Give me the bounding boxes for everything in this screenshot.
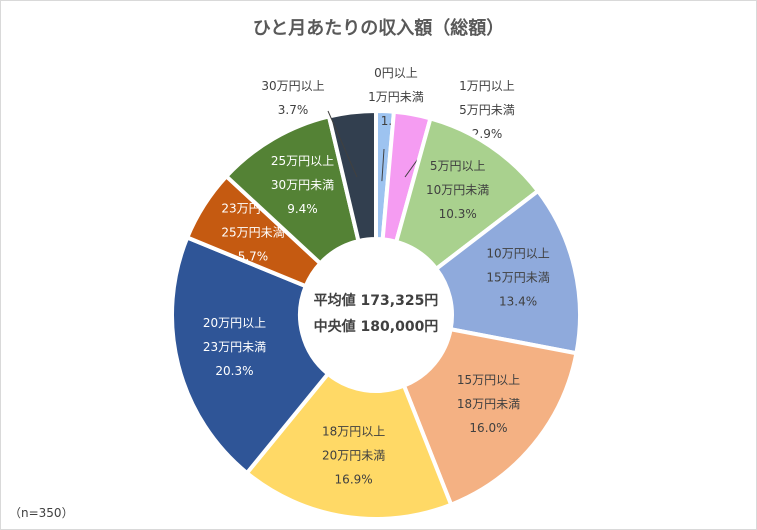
slice-3	[433, 188, 582, 356]
leader-line-0	[381, 148, 385, 182]
slice-label-9: 30万円以上 3.7%	[261, 79, 324, 117]
slice-9	[326, 108, 378, 244]
slice-label-6: 20万円以上 23万円未満 20.3%	[203, 316, 266, 378]
slice-6	[170, 234, 331, 476]
leader-line-9	[327, 110, 358, 178]
slice-4	[401, 326, 579, 508]
slice-label-1: 1万円以上 5万円未満 2.9%	[459, 79, 515, 141]
center-stats: 平均値 173,325円中央値 180,000円	[314, 292, 439, 335]
slice-5	[244, 371, 454, 521]
slice-label-3: 10万円以上 15万円未満 13.4%	[486, 246, 549, 308]
slice-label-5: 18万円以上 20万円未満 16.9%	[322, 424, 385, 486]
slice-label-2: 5万円以上 10万円未満 10.3%	[426, 159, 489, 221]
slice-label-4: 15万円以上 18万円未満 16.0%	[457, 373, 520, 435]
chart-title: ひと月あたりの収入額（総額）	[252, 18, 505, 39]
slice-label-8: 25万円以上 30万円未満 9.4%	[271, 154, 334, 216]
slice-2	[393, 115, 541, 272]
sample-size-note: （n=350）	[9, 506, 74, 520]
